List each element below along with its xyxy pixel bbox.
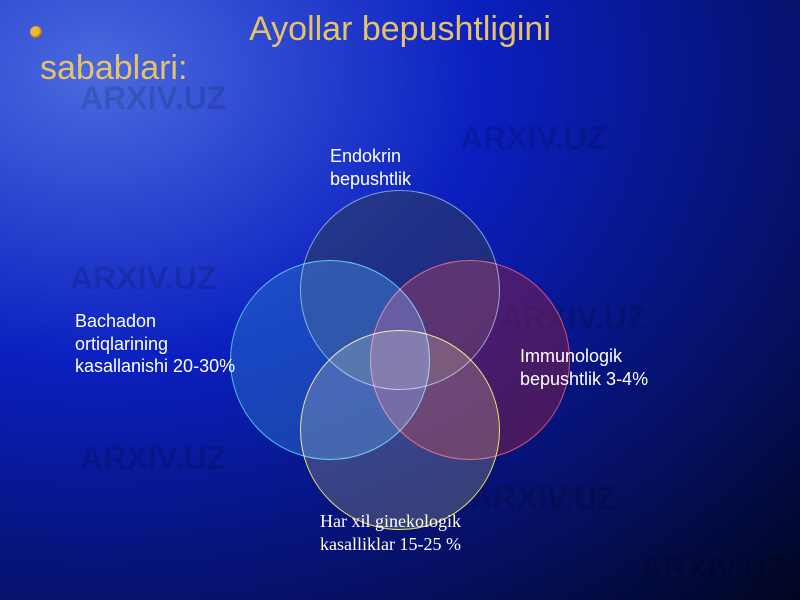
title-line-2: sabablari:: [40, 47, 760, 90]
label-top: Endokrin bepushtlik: [330, 145, 411, 190]
label-right: Immunologik bepushtlik 3-4%: [520, 345, 648, 390]
title-line-1: Ayollar bepushtligini: [40, 8, 760, 51]
label-top-line-1: Endokrin: [330, 145, 411, 168]
label-left-line-1: Bachadon: [75, 310, 235, 333]
label-bottom: Har xil ginekologik kasalliklar 15-25 %: [320, 510, 461, 555]
label-left-line-3: kasallanishi 20-30%: [75, 355, 235, 378]
slide-title: Ayollar bepushtligini sabablari:: [40, 8, 760, 89]
label-left-line-2: ortiqlarining: [75, 333, 235, 356]
venn-circle-left: [230, 260, 430, 460]
label-bottom-line-1: Har xil ginekologik: [320, 510, 461, 533]
label-top-line-2: bepushtlik: [330, 168, 411, 191]
label-right-line-1: Immunologik: [520, 345, 648, 368]
label-bottom-line-2: kasalliklar 15-25 %: [320, 533, 461, 556]
label-left: Bachadon ortiqlarining kasallanishi 20-3…: [75, 310, 235, 378]
label-right-line-2: bepushtlik 3-4%: [520, 368, 648, 391]
